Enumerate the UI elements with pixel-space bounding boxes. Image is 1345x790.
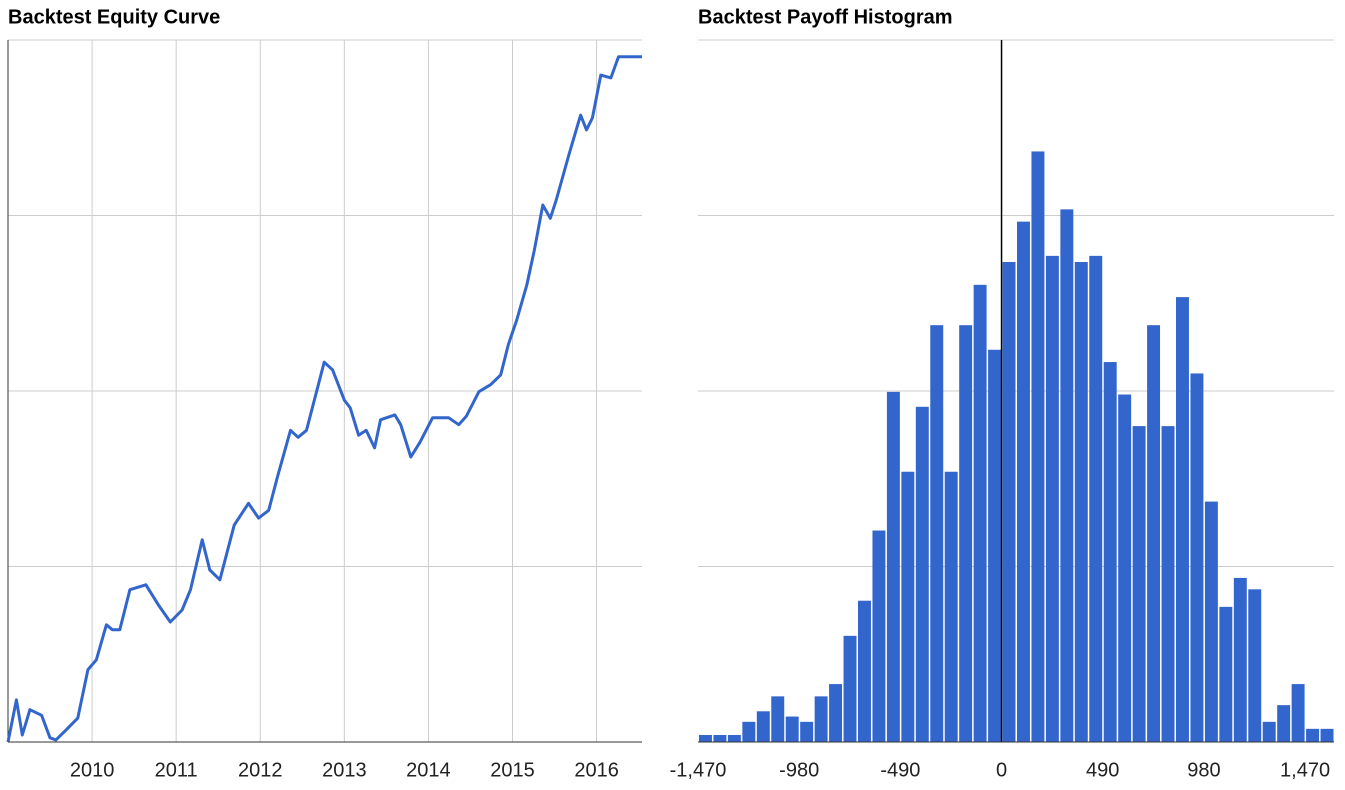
histogram-bar	[713, 734, 727, 742]
histogram-bar	[1089, 255, 1103, 743]
x-tick-label: 980	[1187, 759, 1220, 781]
x-tick-label: 0	[996, 759, 1007, 781]
histogram-bar	[858, 600, 871, 742]
x-tick-label: 1,470	[1280, 759, 1330, 781]
histogram-bar	[1176, 297, 1189, 742]
histogram-bar	[814, 696, 828, 742]
x-tick-label: 2015	[490, 759, 535, 781]
histogram-bar	[756, 711, 770, 742]
histogram-bar	[785, 716, 799, 742]
x-tick-label: 2014	[406, 759, 451, 781]
histogram-bar	[930, 325, 944, 742]
histogram-bar	[973, 284, 987, 742]
histogram-bar	[959, 325, 973, 742]
histogram-bar	[1161, 426, 1175, 742]
histogram-bar	[1291, 684, 1305, 742]
histogram-bar	[1233, 577, 1247, 742]
histogram-bar	[1277, 705, 1291, 742]
histogram-bar	[1060, 209, 1074, 743]
histogram-bar	[829, 684, 843, 742]
histogram-bar	[872, 530, 886, 742]
histogram-bar	[1045, 255, 1059, 743]
x-tick-label: -1,470	[670, 759, 727, 781]
histogram-bar	[1017, 221, 1030, 742]
x-tick-label: 2016	[574, 759, 619, 781]
histogram-bar	[886, 391, 900, 742]
equity-line	[6, 55, 642, 743]
histogram-bar	[727, 734, 741, 742]
histogram-bar	[843, 635, 857, 742]
histogram-bar	[915, 406, 929, 742]
histogram-bar	[1204, 501, 1218, 742]
histogram-bar	[1262, 721, 1276, 742]
x-tick-label: 2012	[238, 759, 283, 781]
x-tick-label: 2010	[70, 759, 115, 781]
histogram-bar	[1190, 373, 1204, 742]
histogram-bar	[1248, 589, 1262, 742]
x-tick-label: 2013	[322, 759, 367, 781]
histogram-bar	[1103, 362, 1117, 742]
x-tick-label: 2011	[155, 759, 198, 781]
histogram-bar	[1002, 262, 1016, 742]
histogram-bar	[1118, 394, 1132, 742]
x-tick-label: -980	[779, 759, 819, 781]
histogram-bar	[1132, 426, 1146, 742]
histogram-bar	[944, 471, 958, 742]
histogram-bar	[1320, 728, 1334, 742]
histogram-bar	[742, 721, 756, 742]
histogram-bar	[699, 734, 712, 742]
histogram-bar	[1074, 262, 1088, 742]
histogram-bar	[1147, 325, 1161, 742]
chart-title: Backtest Payoff Histogram	[698, 6, 953, 28]
histogram-bar	[771, 696, 785, 742]
histogram-bar	[988, 349, 1002, 742]
x-tick-label: -490	[880, 759, 920, 781]
histogram-bar	[1219, 606, 1233, 742]
chart-title: Backtest Equity Curve	[8, 6, 220, 28]
histogram-bar	[800, 721, 814, 742]
histogram-bar	[1031, 151, 1045, 742]
histogram-bar	[901, 471, 915, 742]
histogram-bar	[1306, 728, 1320, 742]
x-tick-label: 490	[1086, 759, 1119, 781]
